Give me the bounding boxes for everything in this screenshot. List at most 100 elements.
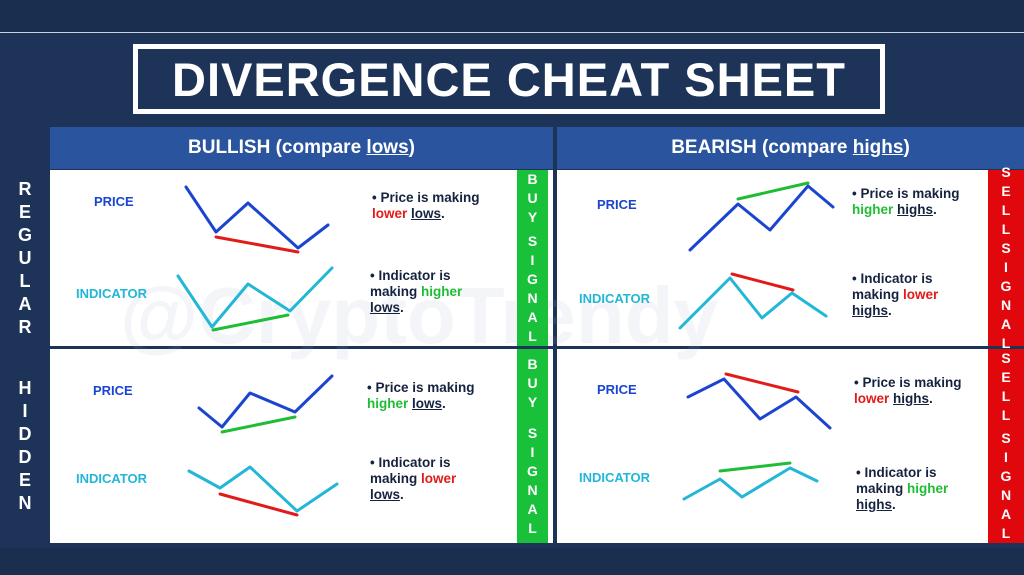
row-letter: L	[19, 270, 31, 291]
signal-letter: L	[528, 519, 537, 536]
divergence-marker	[214, 235, 300, 254]
signal-letter: N	[527, 290, 538, 306]
signal-letter: U	[527, 190, 538, 206]
signal-letter: N	[1000, 297, 1012, 313]
indicator-label: INDICATOR	[579, 470, 651, 485]
desc-text: • Indicator is making	[370, 268, 451, 299]
desc-hidden-bullish-price: • Price is making higher lows.	[367, 380, 497, 412]
desc-text: • Indicator is making	[856, 465, 937, 496]
desc-hidden-bearish-price: • Price is making lower highs.	[854, 375, 984, 407]
divergence-marker	[211, 313, 290, 332]
desc-text: • Indicator is making	[370, 455, 451, 486]
desc-period: .	[892, 497, 896, 512]
title-box: DIVERGENCE CHEAT SHEET	[133, 44, 885, 114]
signal-letter: U	[527, 374, 538, 391]
header-bullish-suffix: )	[408, 137, 415, 158]
desc-emphasis: higher	[907, 481, 949, 496]
desc-emphasis: higher	[367, 396, 409, 411]
signal-letter: S	[527, 424, 538, 441]
signal-letter: A	[1000, 506, 1012, 522]
desc-text: • Price is making	[854, 375, 962, 390]
header-bullish-prefix: BULLISH (compare	[188, 137, 367, 158]
sell-signal-regular: S E L L S I G N A L	[988, 164, 1024, 351]
desc-period: .	[888, 303, 892, 318]
top-bar	[0, 0, 1024, 32]
row-letter: G	[17, 224, 32, 245]
signal-letter: S	[1001, 240, 1011, 256]
desc-period: .	[442, 396, 446, 411]
signal-letter: L	[1001, 525, 1011, 541]
row-letter: E	[18, 470, 31, 490]
buy-signal-hidden: B U Y S I G N A L	[517, 349, 548, 543]
signal-letter: L	[1001, 388, 1011, 404]
panel-regular-bearish	[557, 170, 1024, 346]
indicator-label: INDICATOR	[579, 291, 651, 306]
signal-letter: G	[527, 462, 538, 479]
signal-letter: L	[1001, 221, 1011, 237]
indicator-label: INDICATOR	[76, 286, 148, 301]
signal-letter: I	[530, 443, 535, 460]
header-bearish-suffix: )	[903, 137, 910, 158]
header-bearish: BEARISH (compare highs)	[557, 127, 1024, 169]
price-label: PRICE	[597, 197, 637, 212]
signal-letter: G	[1000, 468, 1012, 484]
indicator-line	[176, 266, 334, 329]
signal-letter: L	[528, 328, 537, 344]
panel-hidden-bearish	[557, 349, 1024, 543]
indicator-line	[187, 465, 339, 513]
desc-hidden-bullish-indicator: • Indicator is making lower lows.	[370, 455, 480, 503]
price-label: PRICE	[93, 383, 133, 398]
row-letter: R	[18, 178, 32, 199]
divergence-marker	[218, 492, 299, 517]
signal-letter: N	[527, 481, 538, 498]
panel-regular-bullish	[50, 170, 553, 346]
signal-letter: S	[1001, 164, 1011, 180]
desc-emphasis: lower	[854, 391, 890, 406]
desc-period: .	[400, 300, 404, 315]
row-letter: N	[18, 493, 32, 513]
desc-underlined: highs	[852, 303, 888, 318]
divergence-marker	[730, 272, 795, 292]
signal-letter: E	[1001, 183, 1011, 199]
desc-emphasis: higher	[852, 202, 894, 217]
price-line	[686, 377, 832, 430]
signal-letter: L	[1001, 202, 1011, 218]
desc-period: .	[441, 206, 445, 221]
signal-letter: Y	[527, 393, 538, 410]
desc-regular-bullish-price: • Price is making lower lows.	[372, 190, 512, 222]
desc-underlined: lows	[370, 300, 401, 315]
row-letter: U	[18, 247, 32, 268]
header-bullish: BULLISH (compare lows)	[50, 127, 553, 169]
desc-hidden-bearish-indicator: • Indicator is making higher highs.	[856, 465, 976, 513]
top-divider	[0, 32, 1024, 33]
page-title: DIVERGENCE CHEAT SHEET	[172, 52, 846, 106]
row-label-regular: R E G U L A R	[0, 170, 50, 346]
desc-emphasis: lower	[372, 206, 408, 221]
signal-letter: Y	[527, 209, 538, 225]
desc-underlined: lows	[370, 487, 401, 502]
desc-text: • Price is making	[367, 380, 475, 395]
row-label-hidden: H I D D E N	[0, 349, 50, 543]
desc-text: • Price is making	[372, 190, 480, 205]
row-letter: R	[18, 316, 32, 337]
buy-signal-regular: B U Y S I G N A L	[517, 170, 548, 346]
signal-letter: G	[1000, 278, 1012, 294]
signal-letter: A	[527, 500, 538, 517]
panel-hidden-bullish	[50, 349, 553, 543]
divergence-marker	[718, 461, 792, 473]
signal-letter: B	[527, 171, 538, 187]
desc-period: .	[929, 391, 933, 406]
desc-underlined: highs	[897, 202, 934, 217]
desc-underlined: highs	[893, 391, 930, 406]
desc-emphasis: lower	[421, 471, 457, 486]
indicator-line	[682, 466, 819, 501]
signal-letter: N	[1000, 487, 1012, 503]
sell-signal-hidden: S E L L S I G N A L	[988, 349, 1024, 543]
header-bearish-underlined: highs	[852, 137, 904, 158]
price-label: PRICE	[94, 194, 134, 209]
desc-underlined: highs	[856, 497, 892, 512]
signal-letter: I	[1004, 259, 1008, 275]
divergence-marker	[724, 372, 800, 394]
row-letter: E	[18, 201, 31, 222]
